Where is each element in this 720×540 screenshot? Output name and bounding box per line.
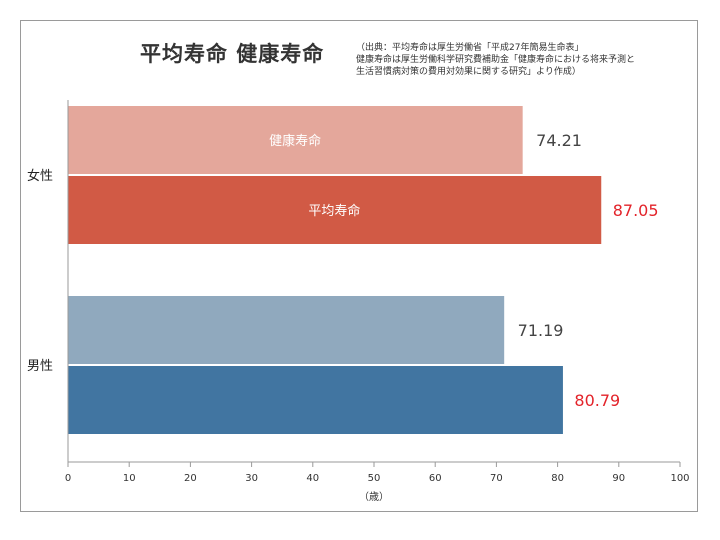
x-tick-label: 100 [670, 473, 689, 484]
data-label: 71.19 [518, 321, 564, 340]
category-label: 女性 [27, 168, 53, 184]
bar [68, 106, 523, 174]
category-label: 男性 [27, 359, 53, 374]
x-tick-label: 20 [184, 473, 197, 484]
x-tick-label: 50 [368, 473, 381, 484]
x-axis-label: （歳） [359, 491, 389, 503]
data-label: 87.05 [613, 201, 659, 220]
chart-title: 平均寿命 健康寿命 [140, 42, 325, 66]
data-label: 80.79 [574, 391, 620, 410]
source-note: （出典：平均寿命は厚生労働省「平成27年簡易生命表」 健康寿命は厚生労働科学研究… [356, 43, 636, 77]
x-tick-label: 70 [490, 473, 503, 484]
bar [68, 176, 602, 244]
x-tick-label: 90 [612, 473, 625, 484]
x-tick-label: 80 [551, 473, 564, 484]
bar [68, 296, 505, 364]
x-tick-label: 0 [65, 473, 71, 484]
x-tick-label: 10 [123, 473, 136, 484]
chart-frame [20, 20, 698, 512]
bar [68, 366, 563, 434]
x-tick-label: 30 [245, 473, 258, 484]
series-label: 平均寿命 [308, 203, 360, 219]
series-label: 健康寿命 [269, 133, 321, 149]
data-label: 74.21 [536, 131, 582, 150]
x-tick-label: 60 [429, 473, 442, 484]
x-tick-label: 40 [306, 473, 319, 484]
